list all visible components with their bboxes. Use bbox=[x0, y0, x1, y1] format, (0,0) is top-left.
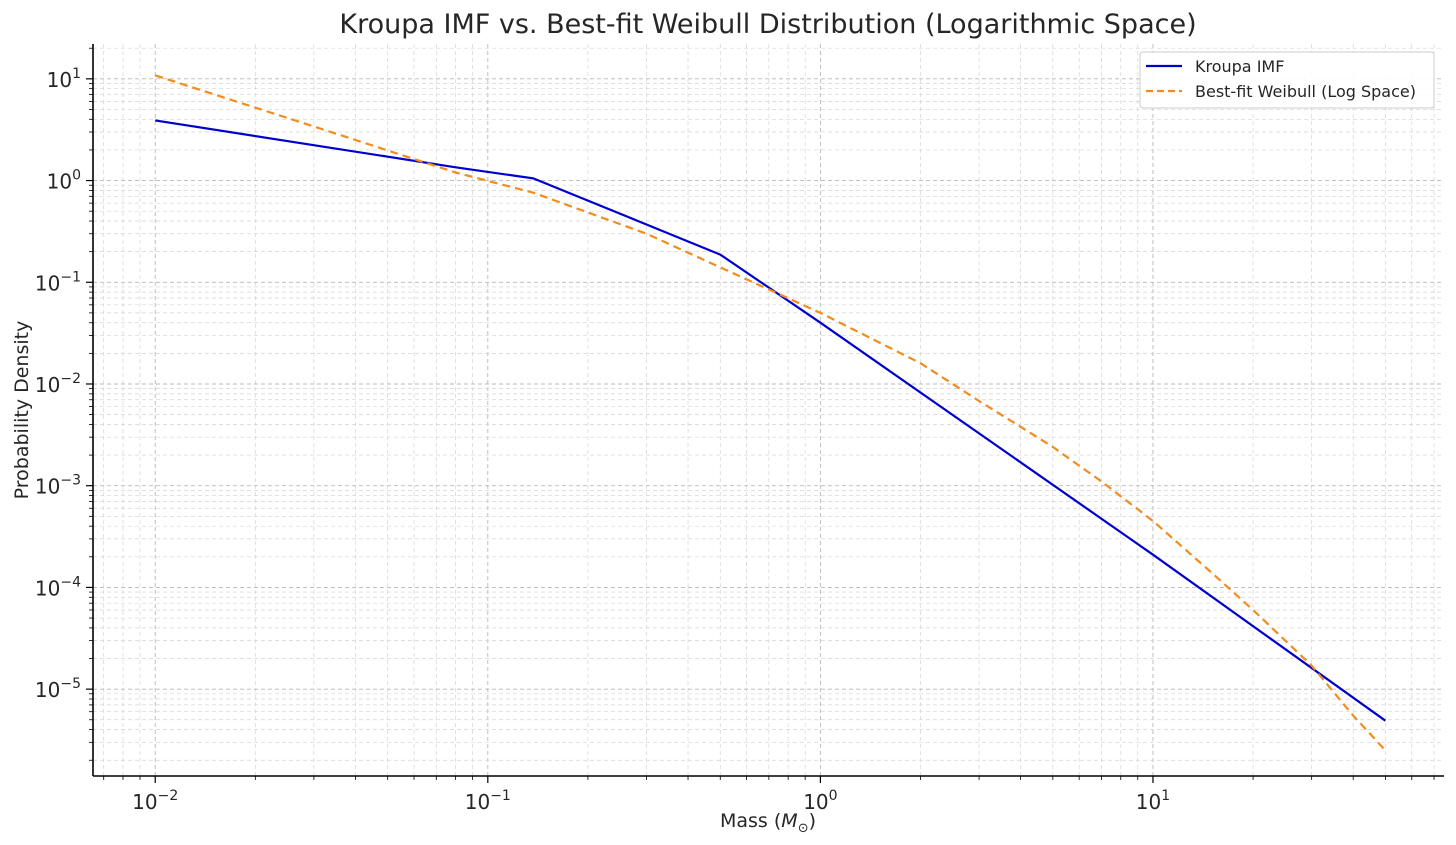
x-tick-label: 100 bbox=[803, 788, 837, 814]
chart-title: Kroupa IMF vs. Best-fit Weibull Distribu… bbox=[339, 9, 1196, 40]
legend: Kroupa IMF Best-fit Weibull (Log Space) bbox=[1139, 51, 1435, 109]
y-tick-label: 101 bbox=[47, 66, 81, 92]
x-tick-label: 10−2 bbox=[132, 788, 178, 814]
legend-label-weibull: Best-fit Weibull (Log Space) bbox=[1195, 82, 1416, 101]
y-tick-label: 10−3 bbox=[35, 473, 81, 499]
legend-label-kroupa: Kroupa IMF bbox=[1195, 57, 1284, 76]
series-line-1 bbox=[154, 74, 1387, 752]
grid bbox=[93, 44, 1444, 776]
y-tick-label: 10−4 bbox=[35, 574, 81, 600]
ticks: 10−2 10−1 100 101 101 100 10−1 10−2 10−3 10−4 10−5 bbox=[35, 47, 1435, 814]
y-tick-label: 10−1 bbox=[35, 269, 81, 295]
series-layer bbox=[154, 74, 1387, 752]
x-tick-label: 101 bbox=[1136, 788, 1170, 814]
y-tick-label: 100 bbox=[47, 168, 81, 194]
y-tick-label: 10−2 bbox=[35, 371, 81, 397]
x-tick-label: 10−1 bbox=[465, 788, 511, 814]
y-axis-label: Probability Density bbox=[11, 321, 33, 500]
x-axis-label: Mass (M⊙) bbox=[720, 810, 816, 836]
series-line-0 bbox=[155, 119, 1387, 722]
legend-box bbox=[1139, 51, 1435, 109]
y-tick-label: 10−5 bbox=[35, 676, 81, 702]
